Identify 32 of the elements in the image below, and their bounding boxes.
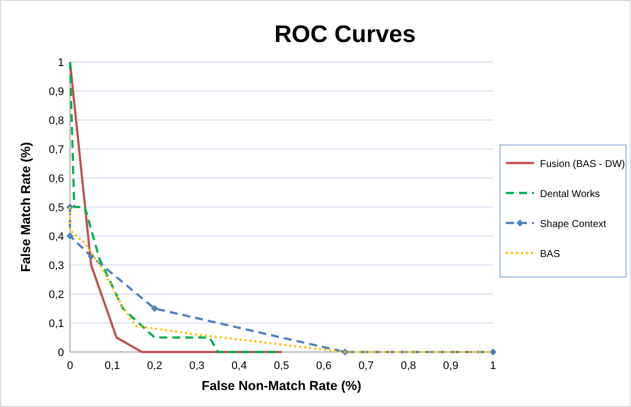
x-tick-label: 0,5 — [274, 360, 290, 372]
x-tick-label: 0,4 — [232, 360, 247, 372]
x-tick-label: 0 — [66, 360, 74, 372]
x-tick-label: 0,8 — [400, 360, 416, 372]
y-tick-label: 0,5 — [48, 202, 64, 214]
y-tick-label: 0,3 — [48, 260, 64, 272]
point — [88, 252, 95, 260]
x-tick-label: 0,3 — [189, 360, 205, 372]
y-axis-title: False Match Rate (%) — [18, 142, 33, 272]
x-tick-label: 1 — [490, 360, 496, 372]
x-axis-title: False Non-Match Rate (%) — [202, 378, 362, 393]
x-tick-label: 0,7 — [358, 360, 374, 372]
legend-label: Fusion (BAS - DW) — [540, 159, 626, 170]
y-tick-label: 0,8 — [48, 115, 64, 127]
chart-title: ROC Curves — [274, 21, 416, 48]
y-tick-label: 0,1 — [48, 318, 64, 330]
point — [151, 305, 158, 312]
y-tick-label: 0,2 — [48, 289, 64, 301]
y-tick-label: 1 — [58, 57, 64, 69]
x-tick-label: 0,1 — [104, 360, 120, 372]
x-tick-label: 0,6 — [316, 360, 332, 372]
legend-label: Dental Works — [540, 189, 600, 200]
y-tick-label: 0,4 — [48, 231, 64, 243]
x-tick-label: 0,9 — [443, 360, 458, 372]
y-tick-label: 0,9 — [48, 86, 64, 98]
legend-label: BAS — [540, 249, 560, 260]
y-tick-label: 0 — [58, 347, 64, 359]
y-tick-label: 0,6 — [48, 173, 64, 185]
point — [66, 232, 74, 240]
legend-label: Shape Context — [540, 219, 606, 230]
x-tick-label: 0,2 — [146, 360, 162, 372]
y-tick-label: 0,7 — [48, 144, 64, 156]
